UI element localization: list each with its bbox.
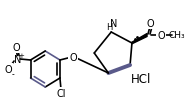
Text: N: N (110, 19, 118, 29)
Text: Cl: Cl (56, 88, 66, 98)
Text: HCl: HCl (131, 73, 152, 86)
Text: N: N (14, 55, 21, 64)
Text: O: O (13, 43, 20, 53)
Text: -: - (12, 70, 14, 79)
Text: O: O (69, 53, 77, 62)
Text: H: H (106, 22, 112, 31)
Text: +: + (19, 53, 25, 58)
Text: CH₃: CH₃ (169, 31, 185, 40)
Polygon shape (132, 34, 147, 44)
Text: O: O (157, 31, 165, 41)
Text: O: O (147, 19, 154, 29)
Text: O: O (4, 64, 12, 74)
